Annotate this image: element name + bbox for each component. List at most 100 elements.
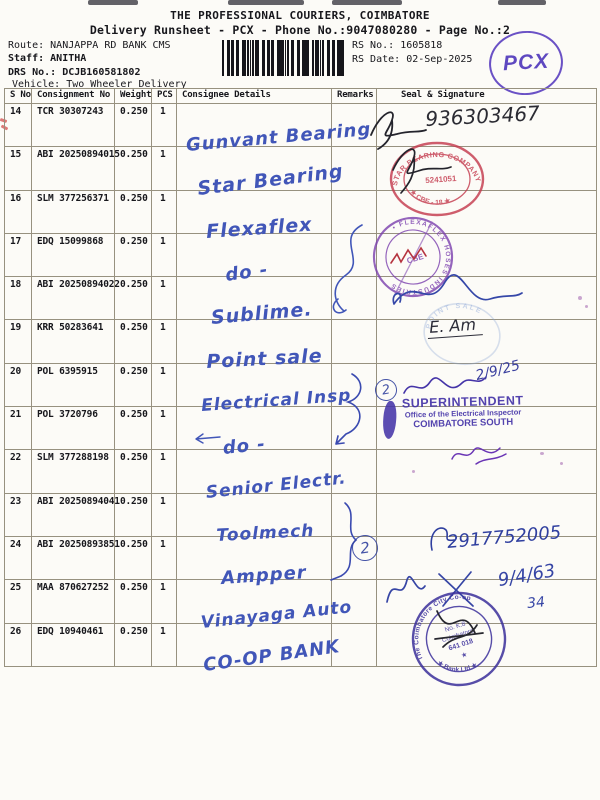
cell-seal: [376, 493, 596, 536]
cell-sno: 15: [10, 149, 22, 161]
cell-consignment: SLM 377288198: [31, 450, 114, 493]
cell-consignment: SLM 377256371: [31, 190, 114, 233]
cell-consignment: POL 6395915: [31, 363, 114, 407]
cell-sno: 26: [10, 625, 22, 637]
cell-sno: 22: [10, 452, 22, 464]
staff-line: Staff: ANITHA: [8, 53, 86, 64]
cell-pcs: 1: [151, 536, 176, 580]
staff-value: ANITHA: [50, 53, 87, 64]
cell-consignee: Sublime.: [176, 277, 331, 329]
cell-pcs: 1: [151, 407, 176, 450]
cell-remarks: [331, 450, 376, 493]
vehicle-line: Vehicle: Two Wheeler Delivery: [12, 79, 187, 90]
cell-sno: 18: [10, 279, 22, 291]
cell-sno: 14: [10, 106, 22, 117]
cell-seal: [376, 623, 596, 666]
cell-consignment: ABI 20250894015: [31, 147, 120, 190]
cell-pcs: 1: [151, 147, 176, 190]
cell-consignee: Vinayaga Auto: [176, 580, 353, 633]
cell-consignee: Star Bearing: [176, 147, 345, 200]
table-row: 25 MAA 870627252 0.250 1 Vinayaga Auto: [5, 579, 596, 633]
table-row: 22 SLM 377288198 0.250 1 Senior Electr.: [5, 449, 596, 503]
cell-weight: 0.250: [114, 493, 151, 536]
col-header-weight: Weight: [114, 89, 152, 103]
cell-consignee: Gunvant Bearing: [176, 104, 372, 156]
scan-smudge: [332, 0, 402, 5]
rs-date-label: RS Date:: [352, 54, 401, 65]
cell-consignee: Electrical Insp: [176, 363, 352, 416]
col-header-consignment: Consignment No: [31, 89, 114, 103]
cell-seal: [376, 363, 596, 407]
rs-date-line: RS Date: 02-Sep-2025: [352, 54, 472, 65]
cell-consignment: ABI 20250894022: [31, 277, 120, 320]
cell-remarks: [331, 623, 376, 666]
table-row: 26 EDQ 10940461 0.250 1 CO-OP BANK: [5, 622, 596, 676]
table-row: 16 SLM 377256371 0.250 1 Flexaflex: [5, 189, 596, 243]
drs-line: DRS No.: DCJB160581802: [8, 67, 140, 78]
table-row: 24 ABI 20250893851 0.250 1 Ampper: [5, 535, 596, 589]
drs-value: DCJB160581802: [62, 67, 141, 78]
cell-consignment: MAA 870627252: [31, 580, 114, 623]
cell-pcs: 1: [151, 233, 176, 277]
cell-remarks: [331, 407, 376, 450]
cell-consignee: Point sale: [176, 320, 331, 373]
cell-pcs: 1: [151, 363, 176, 407]
cell-seal: [376, 233, 596, 277]
cell-remarks: [331, 190, 376, 233]
cell-consignee: Ampper: [176, 536, 331, 589]
cell-consignment: TCR 30307243: [31, 104, 114, 147]
cell-remarks: [331, 147, 376, 190]
cell-seal: [376, 407, 596, 450]
cell-weight: 0.250: [114, 536, 151, 580]
route-label: Route:: [8, 40, 45, 51]
scan-smudge: [88, 0, 138, 5]
rs-date-value: 02-Sep-2025: [406, 54, 473, 65]
rs-no-line: RS No.: 1605818: [352, 40, 442, 51]
cell-sno: 21: [10, 409, 22, 421]
cell-pcs: 1: [151, 450, 176, 493]
table-row: 21 POL 3720796 0.250 1 do -: [5, 406, 596, 459]
handwritten-consignee: CO-OP BANK: [202, 635, 342, 676]
cell-pcs: 1: [151, 320, 176, 363]
cell-sno: 23: [10, 495, 22, 507]
cell-weight: 0.250: [114, 147, 151, 190]
cell-weight: 0.250: [114, 450, 151, 493]
rs-no-value: 1605818: [400, 40, 443, 51]
cell-remarks: [331, 580, 376, 623]
cell-consignee: do -: [176, 233, 331, 286]
vehicle-label: Vehicle:: [12, 79, 61, 90]
table-row: 19 KRR 50283641 0.250 1 Point sale: [5, 319, 596, 373]
cell-weight: 0.250: [114, 277, 151, 320]
cell-weight: 0.250: [114, 320, 151, 363]
cell-weight: 0.250: [114, 104, 151, 147]
table-row: 20 POL 6395915 0.250 1 Electrical Insp: [5, 362, 596, 416]
col-header-sno: S No: [10, 90, 31, 100]
scan-smudge: [498, 0, 546, 5]
cell-remarks: [331, 320, 376, 363]
cell-sno: 16: [10, 192, 22, 204]
table-row: 14 TCR 30307243 0.250 1 Gunvant Bearing: [5, 103, 596, 156]
cell-pcs: 1: [151, 623, 176, 666]
cell-weight: 0.250: [114, 407, 151, 450]
cell-remarks: [331, 536, 376, 580]
cell-seal: [376, 277, 596, 320]
cell-pcs: 1: [151, 277, 176, 320]
cell-consignment: POL 3720796: [31, 407, 114, 450]
cell-consignee: Flexaflex: [176, 190, 331, 243]
vehicle-value: Two Wheeler Delivery: [66, 79, 187, 90]
cell-consignment: EDQ 10940461: [31, 623, 114, 666]
barcode: [222, 40, 344, 76]
cell-seal: [376, 190, 596, 233]
col-header-consignee: Consignee Details: [176, 89, 331, 103]
table-header-row: S No Consignment No Weight PCS Consignee…: [5, 89, 596, 103]
cell-consignee: CO-OP BANK: [176, 623, 341, 676]
runsheet-table: S No Consignment No Weight PCS Consignee…: [4, 88, 597, 676]
cell-sno: 17: [10, 235, 22, 247]
pcx-stamp-text: PCX: [502, 49, 550, 76]
cell-remarks: [331, 363, 376, 407]
cell-pcs: 1: [151, 580, 176, 623]
cell-weight: 0.250: [114, 233, 151, 277]
cell-weight: 0.250: [114, 623, 151, 666]
cell-consignee: do -: [176, 407, 331, 459]
rs-no-label: RS No.:: [352, 40, 395, 51]
